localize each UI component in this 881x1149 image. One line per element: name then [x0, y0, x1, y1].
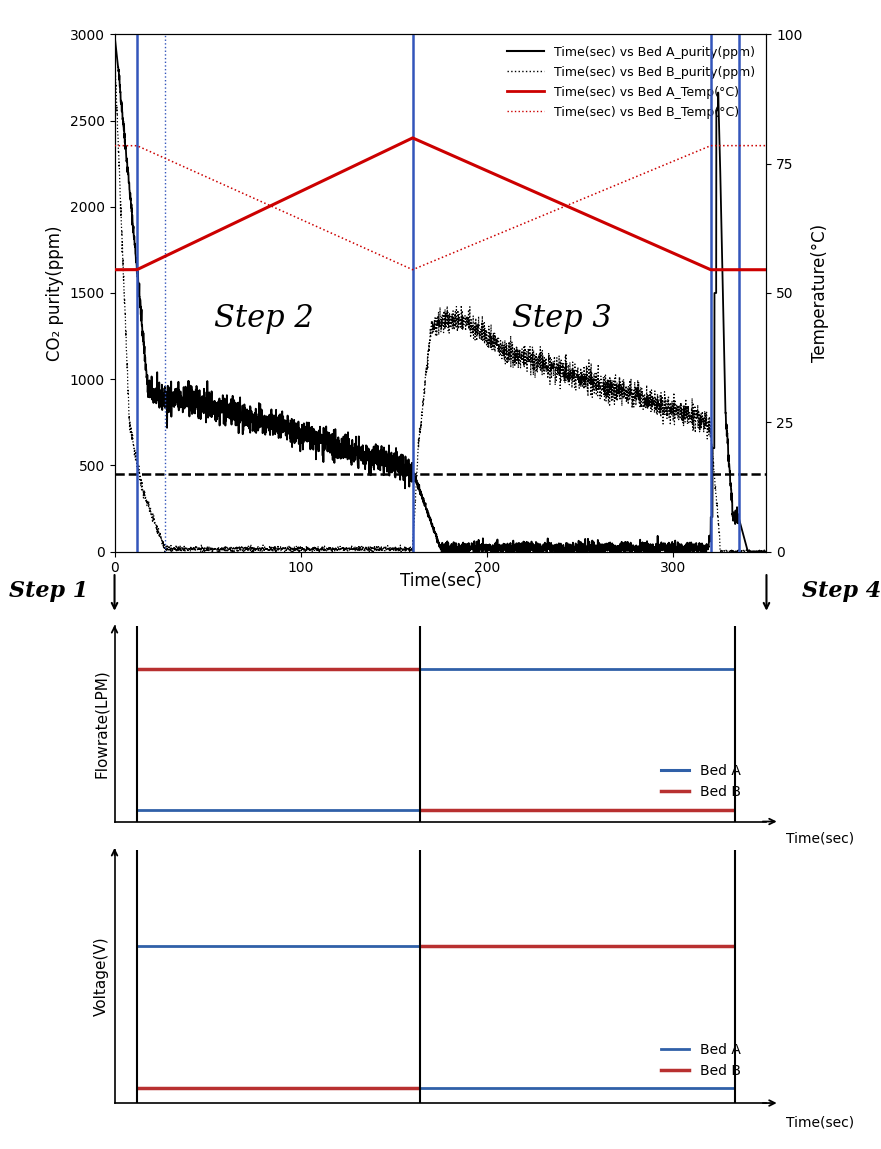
Legend: Bed A, Bed B: Bed A, Bed B: [655, 1038, 746, 1084]
Y-axis label: CO₂ purity(ppm): CO₂ purity(ppm): [46, 225, 64, 361]
Legend: Time(sec) vs Bed A_purity(ppm), Time(sec) vs Bed B_purity(ppm), Time(sec) vs Bed: Time(sec) vs Bed A_purity(ppm), Time(sec…: [501, 40, 760, 124]
Text: Step 3: Step 3: [512, 303, 611, 334]
Text: Time(sec): Time(sec): [400, 572, 481, 591]
Text: Step 1: Step 1: [9, 580, 88, 602]
Y-axis label: Temperature(°C): Temperature(°C): [811, 224, 829, 362]
Y-axis label: Voltage(V): Voltage(V): [94, 936, 109, 1017]
Text: Step 4: Step 4: [802, 580, 881, 602]
Text: Step 2: Step 2: [214, 303, 314, 334]
Legend: Bed A, Bed B: Bed A, Bed B: [655, 758, 746, 804]
Text: Time(sec): Time(sec): [786, 1116, 855, 1129]
Y-axis label: Flowrate(LPM): Flowrate(LPM): [94, 670, 109, 778]
Text: Time(sec): Time(sec): [786, 832, 855, 846]
